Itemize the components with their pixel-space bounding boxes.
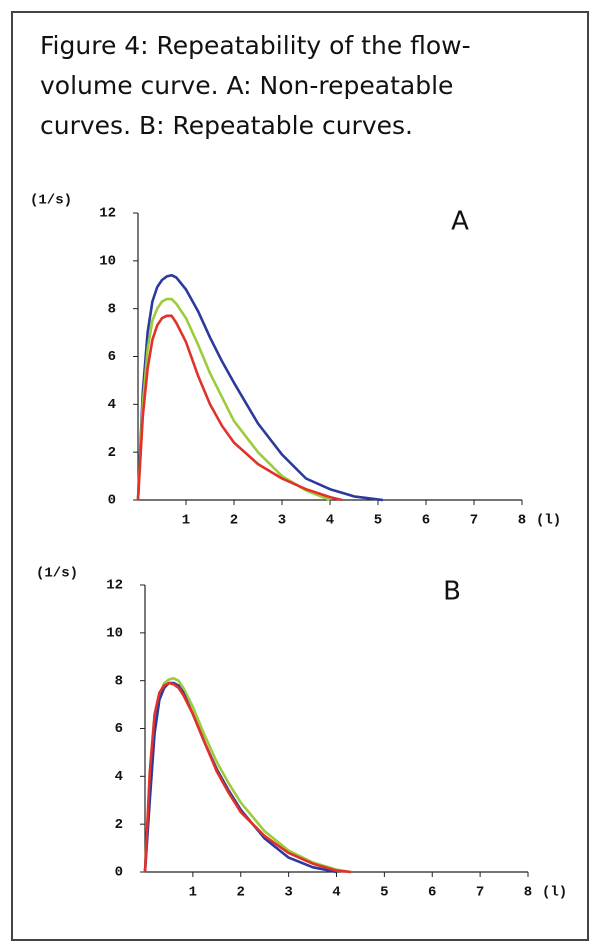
y-tick-label: 10 xyxy=(106,626,123,642)
y-tick-label: 2 xyxy=(108,445,116,461)
x-tick-label: 1 xyxy=(182,513,190,529)
y-tick-label: 4 xyxy=(115,769,123,785)
flow-volume-curve xyxy=(136,297,331,502)
caption-line: Figure 4: Repeatability of the flow- xyxy=(40,31,471,60)
y-tick-label: 10 xyxy=(99,254,116,270)
frame xyxy=(11,11,589,941)
y-tick-label: 2 xyxy=(115,817,123,833)
x-tick-label: 6 xyxy=(422,513,430,529)
caption-line: curves. B: Repeatable curves. xyxy=(40,111,413,140)
y-tick-label: 8 xyxy=(108,301,116,317)
y-tick-label: 0 xyxy=(115,865,123,881)
panel-title: A xyxy=(451,207,469,237)
flow-volume-curve xyxy=(136,314,343,502)
y-tick-label: 12 xyxy=(106,578,123,594)
y-tick-label: 4 xyxy=(108,397,116,413)
x-tick-label: 6 xyxy=(428,885,436,901)
x-tick-label: 2 xyxy=(237,885,245,901)
x-tick-label: 3 xyxy=(278,513,286,529)
flow-volume-curve xyxy=(143,681,352,874)
x-tick-label: 4 xyxy=(326,513,334,529)
x-tick-label: 5 xyxy=(374,513,382,529)
panel-title: B xyxy=(443,577,461,607)
y-tick-label: 6 xyxy=(115,721,123,737)
y-axis-label: (1/s) xyxy=(30,193,72,209)
x-tick-label: 4 xyxy=(332,885,340,901)
x-tick-label: 7 xyxy=(470,513,478,529)
x-tick-label: 8 xyxy=(518,513,526,529)
x-tick-label: 8 xyxy=(524,885,532,901)
y-tick-label: 8 xyxy=(115,673,123,689)
x-tick-label: 1 xyxy=(189,885,197,901)
y-tick-label: 12 xyxy=(99,206,116,222)
y-tick-label: 6 xyxy=(108,349,116,365)
x-tick-label: 5 xyxy=(380,885,388,901)
x-tick-label: 7 xyxy=(476,885,484,901)
flow-volume-curve xyxy=(136,273,383,502)
y-axis-label: (1/s) xyxy=(36,566,78,582)
x-tick-label: 2 xyxy=(230,513,238,529)
caption-line: volume curve. A: Non-repeatable xyxy=(40,71,453,100)
x-axis-label: (l) xyxy=(542,885,567,901)
x-axis-label: (l) xyxy=(536,513,561,529)
y-tick-label: 0 xyxy=(108,493,116,509)
x-tick-label: 3 xyxy=(284,885,292,901)
